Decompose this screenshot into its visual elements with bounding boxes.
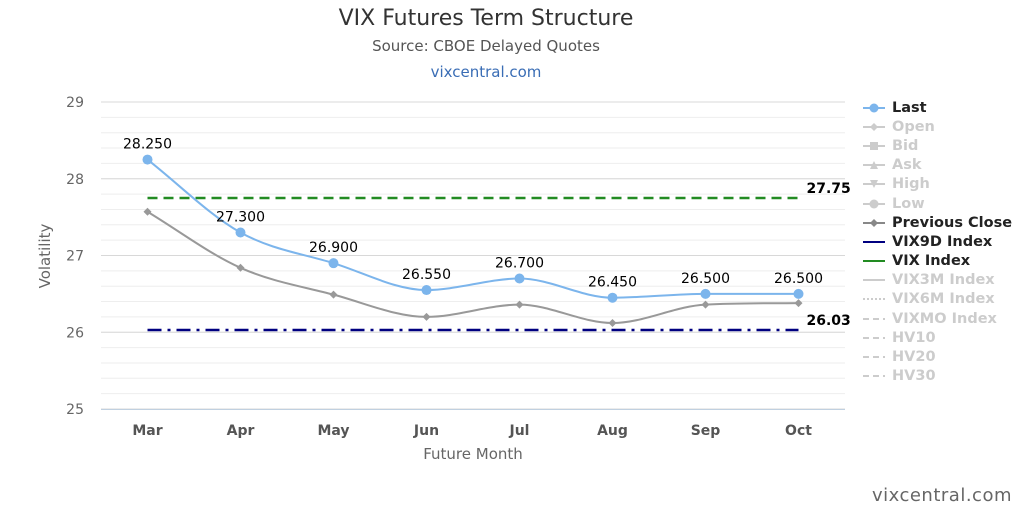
legend-item[interactable]: Open [862, 117, 1022, 136]
x-tick-label: Mar [132, 423, 162, 439]
legend-item[interactable]: Bid [862, 136, 1022, 155]
legend-item[interactable]: VIX Index [862, 252, 1022, 271]
y-tick-label: 28 [66, 172, 84, 188]
last-point [328, 258, 339, 269]
legend-symbol-icon [863, 218, 885, 227]
legend-item[interactable]: VIX9D Index [862, 232, 1022, 251]
legend-item[interactable]: Last [862, 98, 1022, 117]
legend-symbol-icon [863, 122, 885, 131]
legend-label: VIX Index [892, 253, 971, 270]
previous-close-point [515, 300, 524, 309]
site-link[interactable]: vixcentral.com [430, 63, 542, 81]
last-data-label: 27.300 [216, 209, 265, 225]
previous-close-point [143, 207, 152, 216]
legend-symbol-icon [863, 356, 885, 359]
last-point [607, 292, 618, 303]
x-tick-label: Jul [509, 423, 530, 439]
y-axis-title: Volatility [36, 223, 54, 288]
legend-label: HV30 [892, 368, 936, 385]
last-data-label: 28.250 [123, 137, 172, 153]
previous-close-point [236, 263, 245, 272]
vix-index-label: 27.75 [807, 181, 851, 197]
legend-item[interactable]: HV10 [862, 328, 1022, 347]
x-tick-label: May [317, 423, 349, 439]
last-point [514, 273, 525, 284]
x-tick-label: Jun [413, 423, 439, 439]
legend-item[interactable]: High [862, 175, 1022, 194]
legend-symbol-icon [863, 161, 885, 170]
last-data-label: 26.900 [309, 240, 358, 256]
last-data-label: 26.700 [495, 256, 544, 272]
previous-close-line [146, 210, 799, 325]
watermark: vixcentral.com [871, 485, 1012, 506]
legend-symbol-icon [863, 279, 885, 282]
last-data-label: 26.550 [402, 267, 451, 283]
chart-subtitle: Source: CBOE Delayed Quotes [372, 37, 600, 55]
legend-symbol-icon [863, 336, 885, 339]
legend-label: Low [892, 195, 925, 212]
legend-symbol-icon [863, 260, 885, 263]
x-tick-label: Aug [597, 423, 628, 439]
legend-label: Bid [892, 137, 919, 154]
last-point [421, 285, 432, 296]
legend-label: HV10 [892, 329, 936, 346]
legend-label: Previous Close [892, 214, 1013, 231]
x-axis-title: Future Month [423, 445, 523, 463]
legend-symbol-icon [863, 240, 885, 243]
previous-close-point [422, 312, 431, 321]
legend-label: HV20 [892, 349, 936, 366]
legend-symbol-icon [863, 317, 885, 320]
last-data-label: 26.500 [681, 271, 730, 287]
x-tick-label: Sep [691, 423, 721, 439]
previous-close-point [794, 299, 803, 308]
last-data-label: 26.500 [774, 271, 823, 287]
legend-label: Open [892, 118, 935, 135]
legend-symbol-icon [863, 199, 885, 209]
last-point [700, 288, 711, 299]
legend-symbol-icon [863, 141, 885, 150]
legend-label: Ask [892, 157, 922, 174]
legend-item[interactable]: HV30 [862, 367, 1022, 386]
legend-label: VIX3M Index [892, 272, 995, 289]
previous-close-point [329, 290, 338, 299]
last-point [235, 227, 246, 238]
previous-close-point [608, 319, 617, 328]
vix9d-index-label: 26.03 [807, 313, 851, 329]
legend-item[interactable]: VIX6M Index [862, 290, 1022, 309]
y-tick-label: 27 [66, 249, 84, 265]
last-point [142, 154, 153, 165]
legend: Last Open Bid Ask High Low Previous Close VIX9D… [862, 98, 1022, 386]
legend-label: High [892, 176, 930, 193]
x-tick-label: Apr [227, 423, 255, 439]
legend-item[interactable]: Low [862, 194, 1022, 213]
legend-item[interactable]: VIX3M Index [862, 271, 1022, 290]
legend-label: VIX6M Index [892, 291, 995, 308]
y-tick-label: 29 [66, 95, 84, 111]
legend-symbol-icon [863, 103, 885, 113]
chart-title: VIX Futures Term Structure [338, 6, 634, 31]
legend-label: VIXMO Index [892, 310, 997, 327]
last-data-label: 26.450 [588, 275, 637, 291]
legend-symbol-icon [863, 180, 885, 189]
legend-symbol-icon [863, 375, 885, 378]
legend-symbol-icon [863, 298, 885, 301]
y-tick-label: 26 [66, 325, 84, 341]
legend-item[interactable]: HV20 [862, 347, 1022, 366]
legend-item[interactable]: Previous Close [862, 213, 1022, 232]
legend-label: Last [892, 99, 927, 116]
previous-close-point [701, 300, 710, 309]
legend-item[interactable]: Ask [862, 156, 1022, 175]
legend-item[interactable]: VIXMO Index [862, 309, 1022, 328]
x-tick-label: Oct [785, 423, 812, 439]
y-tick-label: 25 [66, 402, 84, 418]
last-point [793, 288, 804, 299]
legend-label: VIX9D Index [892, 233, 993, 250]
